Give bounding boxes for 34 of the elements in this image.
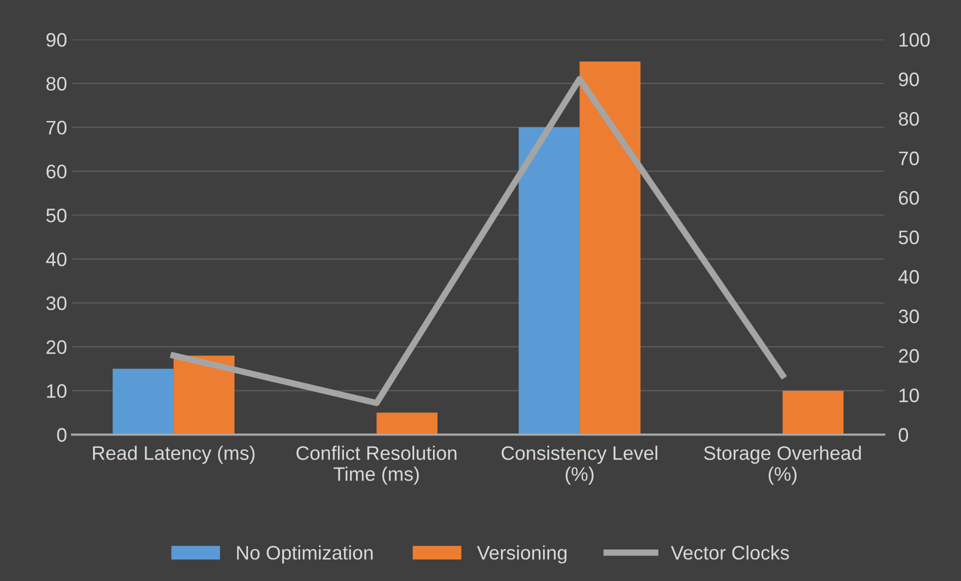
y-tick-label: 30 [46, 296, 66, 310]
y2-tick-label: 20 [898, 349, 919, 363]
x-tick-label: Storage Overhead (%) [704, 446, 861, 485]
y2-tick-label: 100 [899, 32, 930, 47]
y2-tick-label: 0 [898, 428, 908, 442]
y2-tick-label: 70 [899, 152, 919, 166]
x-tick-label: Conflict Resolution Time (ms) [296, 446, 456, 485]
y-tick-label: 60 [46, 164, 66, 178]
y2-tick-label: 50 [898, 230, 919, 244]
bar [174, 356, 234, 435]
bar [518, 127, 580, 435]
y-tick-label: 10 [47, 384, 66, 398]
y2-tick-label: 40 [898, 270, 919, 284]
y-tick-label: 90 [46, 32, 66, 47]
y-tick-label: 20 [46, 340, 66, 354]
bar [112, 368, 174, 435]
y2-tick-label: 10 [899, 388, 919, 402]
y2-tick-label: 60 [898, 191, 919, 205]
bar [580, 61, 641, 435]
y-tick-label: 80 [46, 76, 66, 91]
y2-tick-label: 80 [898, 112, 919, 126]
x-tick-label: Consistency Level (%) [502, 446, 658, 485]
x-tick-label: Read Latency (ms) [93, 446, 255, 464]
legend-label: Vector Clocks [670, 545, 789, 560]
y-tick-label: 70 [46, 120, 66, 135]
bar [782, 390, 844, 435]
legend-label: Versioning [476, 545, 566, 564]
y-tick-label: 50 [46, 208, 66, 222]
y-tick-label: 0 [57, 428, 66, 442]
bar [376, 412, 438, 435]
y2-tick-label: 30 [898, 310, 919, 324]
y2-tick-label: 90 [898, 72, 919, 86]
y-tick-label: 40 [46, 252, 66, 266]
legend-label: No Optimization [237, 545, 373, 564]
